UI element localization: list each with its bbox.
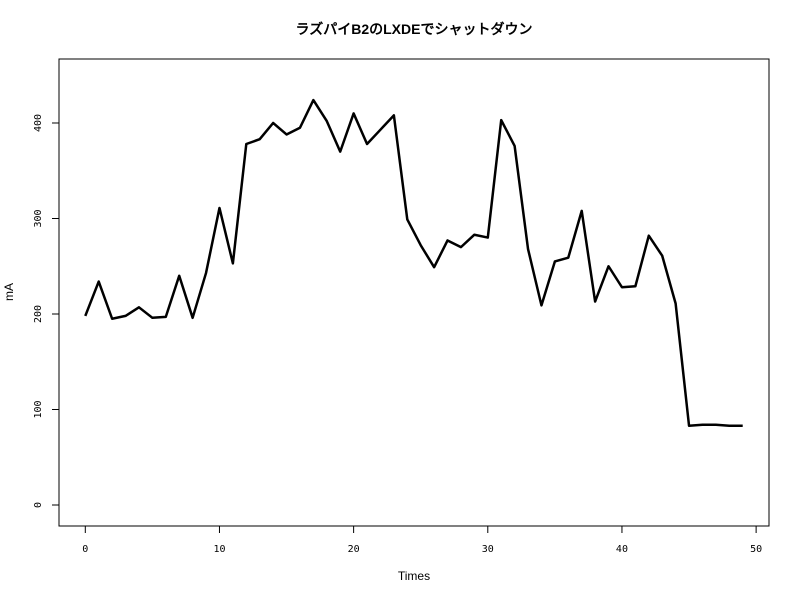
x-axis-label: Times xyxy=(398,569,430,583)
x-tick-label: 20 xyxy=(348,544,360,555)
y-tick-label: 200 xyxy=(33,305,44,323)
x-tick-label: 10 xyxy=(213,544,225,555)
x-tick-label: 30 xyxy=(482,544,494,555)
plot-frame xyxy=(58,58,770,527)
x-tick-label: 50 xyxy=(750,544,762,555)
y-tick-label: 300 xyxy=(33,209,44,227)
y-tick-label: 400 xyxy=(33,114,44,132)
y-tick-label: 100 xyxy=(33,400,44,418)
chart-title: ラズパイB2のLXDEでシャットダウン xyxy=(296,21,533,37)
y-tick-label: 0 xyxy=(33,502,44,508)
line xyxy=(84,98,743,427)
x-tick-label: 40 xyxy=(616,544,628,555)
x-tick-label: 0 xyxy=(82,544,88,555)
y-axis-label: mA xyxy=(2,283,16,301)
